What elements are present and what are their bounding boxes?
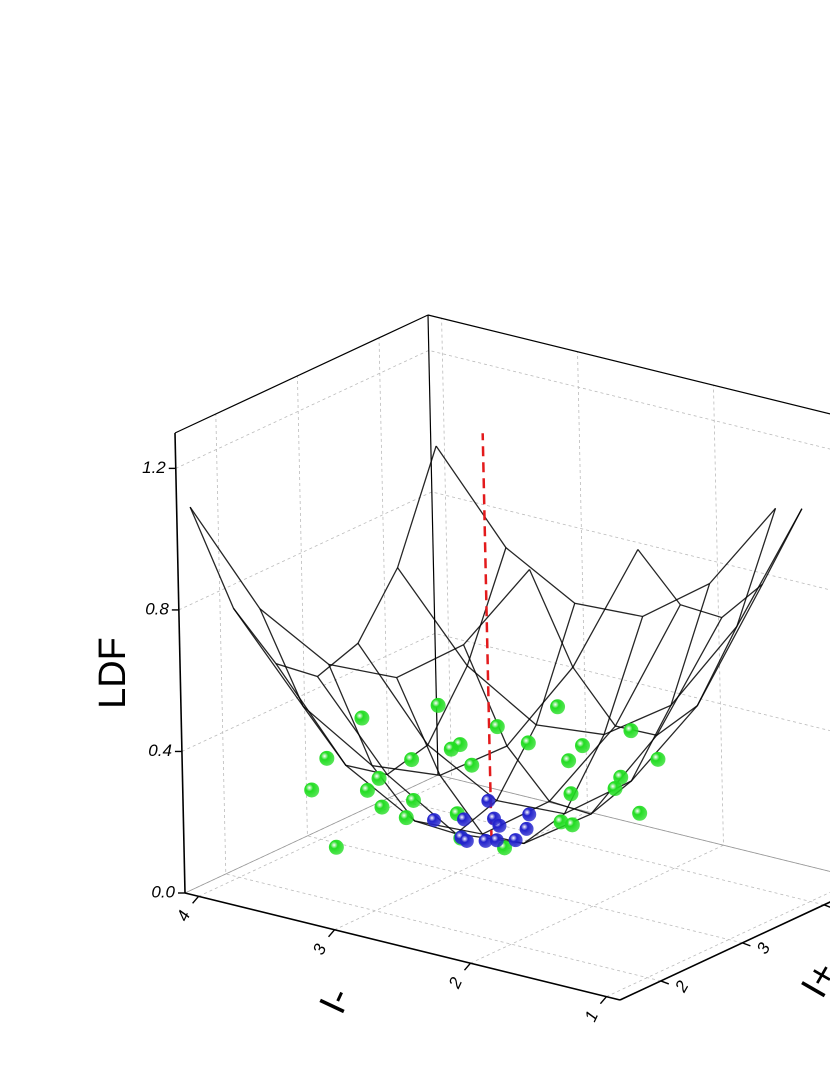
frame-edge — [184, 774, 439, 894]
scatter-point — [328, 839, 344, 855]
surface-line — [259, 547, 507, 776]
scatter-point — [371, 770, 387, 786]
scatter-point — [359, 782, 375, 798]
z-axis — [174, 432, 186, 894]
x-tick — [463, 962, 472, 971]
frame-edge — [174, 314, 429, 434]
x-tick — [327, 929, 336, 938]
scatter-point — [464, 757, 480, 773]
grid-line — [184, 774, 830, 894]
scatter-point — [563, 786, 579, 802]
z-tick-label: 0.8 — [145, 599, 169, 618]
frame-edge — [427, 314, 830, 415]
scatter-point — [522, 807, 537, 822]
frame-edge — [437, 774, 830, 872]
surface-line — [316, 617, 723, 845]
scatter-point — [574, 738, 590, 754]
scatter-point — [561, 753, 577, 769]
scatter-point — [427, 813, 442, 828]
x-axis-title: I- — [312, 981, 360, 1020]
scatter-point — [550, 699, 566, 715]
scatter-point — [481, 793, 496, 808]
grid-line — [178, 491, 830, 611]
x-tick-label: 1 — [581, 1008, 602, 1025]
z-axis-title: LDF — [92, 637, 134, 709]
y-tick — [823, 904, 830, 908]
x-axis — [184, 892, 621, 1001]
scatter-point — [564, 817, 580, 833]
scatter-point — [404, 752, 420, 768]
surface-line — [275, 604, 681, 835]
surface-line — [233, 549, 639, 776]
scatter-point — [623, 723, 639, 739]
grid-line — [175, 349, 830, 469]
scatter-point — [478, 833, 493, 848]
y-axis — [619, 901, 830, 1001]
scatter-point — [459, 833, 474, 848]
scatter-point — [354, 710, 370, 726]
scatter-point — [650, 751, 666, 767]
scatter-point — [487, 811, 502, 826]
scatter-point — [520, 735, 536, 751]
x-tick — [599, 996, 607, 1005]
x-tick-label: 4 — [173, 908, 194, 925]
grid-line — [470, 385, 724, 964]
z-tick-label: 0.0 — [151, 882, 175, 901]
x-tick — [192, 895, 200, 904]
scatter-point — [613, 769, 629, 785]
x-tick-label: 2 — [445, 974, 467, 992]
surface-line — [637, 508, 803, 619]
scatter-point — [553, 814, 569, 830]
z-tick-label: 0.4 — [148, 741, 172, 760]
y-tick — [742, 942, 751, 947]
scatter-point — [508, 833, 523, 848]
scatter-point — [374, 799, 390, 815]
scatter-point — [406, 792, 422, 808]
scatter-point — [489, 833, 504, 848]
scatter-point — [632, 805, 648, 821]
surface-line — [435, 445, 776, 618]
surface-line — [397, 508, 803, 736]
grid-line — [606, 891, 830, 998]
y-tick-label: 2 — [671, 977, 693, 996]
grid-line — [378, 337, 825, 906]
x-tick-label: 3 — [309, 941, 330, 958]
center-line — [481, 433, 493, 841]
grid-line — [181, 633, 830, 752]
grid-line — [297, 375, 743, 944]
y-tick — [660, 980, 670, 985]
scatter-point — [319, 750, 335, 766]
y-axis-title: I+ — [793, 955, 830, 1004]
surface-line — [357, 584, 763, 815]
scatter-point — [519, 821, 534, 836]
scatter-point — [457, 812, 472, 827]
surface-line — [189, 506, 531, 679]
scatter-point — [489, 719, 505, 735]
scatter-point — [430, 697, 446, 713]
grid-line — [198, 318, 452, 897]
scatter-point — [398, 810, 414, 826]
z-tick-label: 1.2 — [142, 458, 166, 477]
scatter-point — [304, 782, 320, 798]
surface-line — [528, 508, 777, 737]
scatter-point — [607, 781, 623, 797]
scatter-point — [443, 741, 459, 757]
y-tick-label: 3 — [753, 939, 774, 957]
